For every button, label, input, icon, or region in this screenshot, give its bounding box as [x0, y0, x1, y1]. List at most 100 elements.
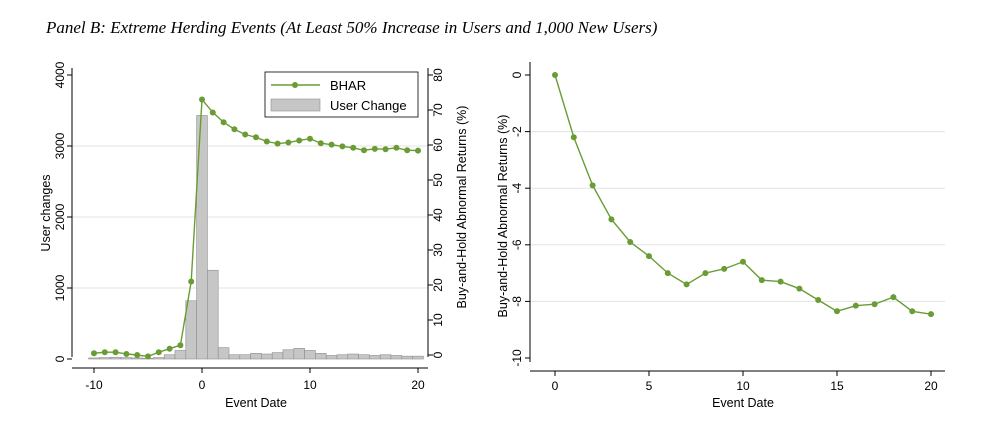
user-change-bar [228, 354, 241, 360]
left-y-tick-label: 1000 [53, 274, 67, 301]
user-change-bar [109, 356, 122, 360]
user-change-bar [217, 347, 230, 360]
user-change-bar [390, 355, 403, 360]
bhar-line-post [554, 74, 932, 315]
bhar-point [328, 141, 335, 148]
bhar-point-post [834, 308, 840, 315]
legend-user-change-swatch [270, 98, 321, 112]
bhar-point [188, 278, 195, 285]
bhar-point-post [928, 311, 934, 318]
bhar-point-post [627, 238, 634, 245]
bhar-point [231, 126, 238, 133]
right-y-axis-title: Buy-and-Hold Abnormal Returns (%) [455, 106, 469, 309]
bhar-point [404, 147, 411, 154]
post-x-tick-label: 10 [736, 379, 750, 393]
bhar-point [274, 140, 281, 147]
bhar-point-post [552, 72, 558, 78]
bhar-point-post [852, 302, 859, 309]
right-y-tick-label: 20 [431, 278, 445, 292]
post-x-tick-label: 0 [552, 379, 559, 393]
user-change-bar [293, 348, 305, 360]
left-y-tick-label: 0 [53, 355, 67, 362]
user-change-bar [174, 350, 187, 360]
x-tick-label: 0 [199, 378, 206, 392]
bhar-point [112, 349, 119, 356]
bhar-point [361, 147, 367, 154]
user-change-bar [153, 357, 165, 360]
post-y-axis-title: Buy-and-Hold Abnormal Returns (%) [496, 115, 510, 318]
user-change-bar [336, 354, 349, 360]
bhar-point [285, 139, 292, 146]
bhar-point [253, 134, 259, 141]
post-y-tick-label: -10 [510, 349, 524, 367]
user-change-bar [358, 354, 370, 360]
user-change-bar [131, 357, 143, 360]
user-change-bar [239, 354, 251, 360]
post-y-tick-label: -6 [510, 239, 524, 250]
user-change-bar [261, 353, 273, 360]
x-axis-title: Event Date [225, 396, 287, 410]
post-x-tick-label: 20 [924, 379, 938, 393]
bhar-point [339, 143, 346, 150]
x-tick-label: 20 [411, 378, 425, 392]
right-y-tick-label: 50 [431, 173, 445, 187]
bhar-point [263, 138, 270, 145]
user-change-bar [271, 352, 284, 360]
user-change-bar [207, 269, 219, 360]
bhar-point [101, 349, 108, 356]
user-change-bar [196, 115, 208, 360]
post-y-tick-label: -8 [510, 296, 524, 307]
left-y-tick-label: 3000 [53, 132, 67, 159]
bhar-point [91, 350, 97, 357]
bhar-point-post [664, 270, 671, 277]
bhar-point [166, 345, 173, 352]
bhar-point-post [608, 216, 615, 223]
bhar-point [382, 146, 389, 153]
x-tick-label: -10 [85, 378, 103, 392]
bhar-point [145, 353, 151, 360]
bhar-point-post [702, 270, 709, 277]
bhar-point [317, 140, 324, 147]
bhar-point-post [646, 253, 652, 260]
user-change-bar [412, 355, 424, 360]
legend-bhar-label: BHAR [330, 78, 366, 93]
bhar-point [296, 137, 303, 144]
legend-bhar-swatch-point [292, 82, 298, 88]
bhar-point [393, 144, 400, 151]
right-y-tick-label: 40 [431, 208, 445, 222]
bhar-point-post [740, 258, 746, 265]
user-change-bar [250, 353, 262, 360]
bhar-point [123, 350, 130, 357]
user-change-bar [120, 357, 133, 360]
right-y-tick-label: 10 [431, 313, 445, 327]
right-y-tick-label: 30 [431, 243, 445, 257]
right-y-tick-label: 80 [431, 68, 445, 82]
user-change-bar [369, 355, 381, 360]
panel-title: Panel B: Extreme Herding Events (At Leas… [46, 18, 658, 37]
bhar-point [177, 342, 184, 349]
left-y-tick-label: 2000 [53, 203, 67, 230]
user-change-bar [325, 355, 338, 360]
bhar-point [155, 349, 162, 356]
bhar-point [371, 145, 378, 152]
post-y-tick-label: -4 [510, 183, 524, 194]
user-change-bar [401, 355, 413, 360]
user-change-bar [315, 353, 327, 360]
bhar-point-post [589, 182, 596, 189]
right-y-tick-label: 60 [431, 138, 445, 152]
right-y-tick-label: 0 [431, 351, 445, 358]
user-change-bar [379, 354, 392, 360]
bhar-point-post [721, 265, 728, 272]
bhar-point [242, 131, 249, 138]
bhar-point [209, 109, 216, 116]
user-change-bar [282, 349, 295, 360]
user-change-bar [185, 300, 197, 360]
bhar-point-post [871, 301, 878, 308]
bhar-point [415, 147, 421, 154]
left-y-tick-label: 4000 [53, 61, 67, 88]
user-change-bar [99, 357, 111, 360]
x-tick-label: 10 [303, 378, 317, 392]
bhar-point-post [777, 278, 784, 285]
bhar-point-post [758, 277, 765, 284]
